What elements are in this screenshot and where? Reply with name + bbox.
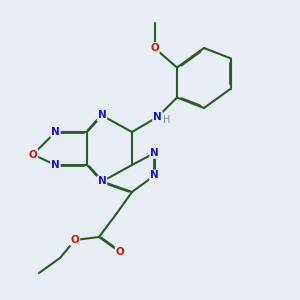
Text: N: N bbox=[150, 148, 159, 158]
Text: O: O bbox=[150, 43, 159, 53]
Text: N: N bbox=[98, 110, 106, 121]
Text: O: O bbox=[28, 149, 38, 160]
Text: H: H bbox=[163, 115, 170, 125]
Text: N: N bbox=[153, 112, 162, 122]
Text: O: O bbox=[70, 235, 80, 245]
Text: N: N bbox=[51, 127, 60, 137]
Text: N: N bbox=[98, 176, 106, 187]
Text: N: N bbox=[51, 160, 60, 170]
Text: N: N bbox=[150, 170, 159, 181]
Text: O: O bbox=[116, 247, 124, 257]
